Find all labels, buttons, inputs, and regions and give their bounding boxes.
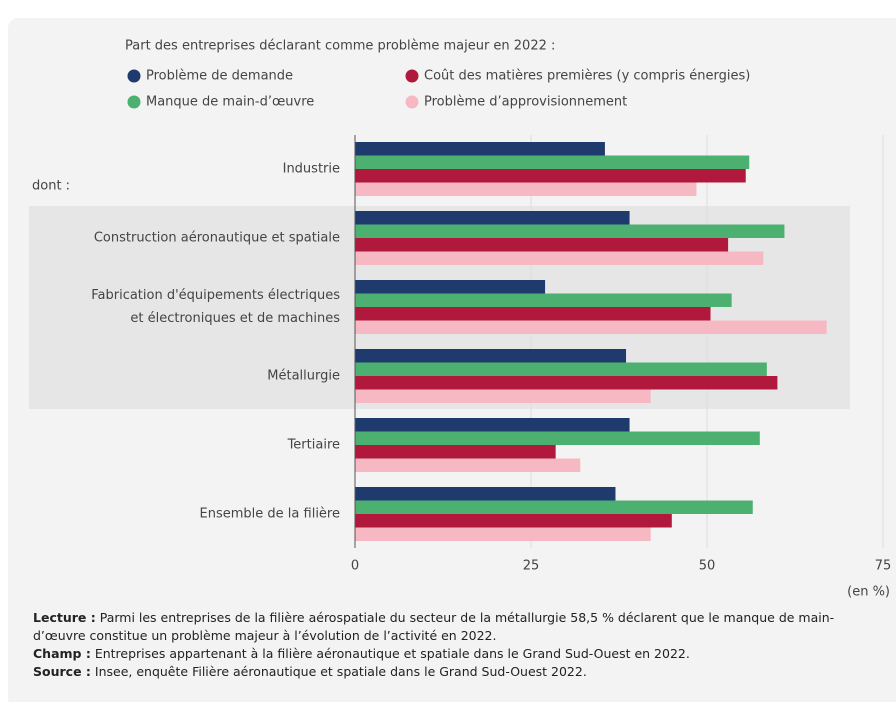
unit-label: (en %)	[847, 585, 890, 600]
bar	[355, 527, 651, 541]
bar	[355, 307, 711, 321]
bar	[355, 280, 546, 294]
bar	[355, 431, 760, 445]
bar	[355, 487, 616, 501]
bar	[355, 224, 785, 238]
legend-swatch	[127, 69, 141, 83]
bar	[355, 238, 729, 252]
bar	[355, 418, 630, 432]
bar	[355, 514, 672, 528]
group-label: dont :	[32, 179, 70, 194]
category-label: Métallurgie	[267, 368, 340, 384]
category-label: Industrie	[282, 161, 340, 177]
note: Source : Insee, enquête Filière aéronaut…	[33, 663, 873, 681]
notes: Lecture : Parmi les entreprises de la fi…	[33, 609, 873, 681]
category-label: Ensemble de la filière	[199, 506, 340, 522]
legend-swatch	[405, 95, 419, 109]
bar	[355, 320, 827, 334]
bar	[355, 142, 605, 156]
x-tick-label: 50	[699, 559, 716, 574]
bar	[355, 376, 778, 390]
category-label: Fabrication d'équipements électriques et…	[91, 288, 340, 326]
legend-swatch	[405, 69, 419, 83]
bar	[355, 251, 764, 265]
legend-label: Problème de demande	[146, 69, 293, 84]
note-label: Source :	[33, 664, 91, 679]
x-tick-label: 25	[523, 559, 540, 574]
category-label: Construction aéronautique et spatiale	[93, 230, 340, 246]
bar	[355, 293, 732, 307]
legend-label: Manque de main-d’œuvre	[146, 95, 314, 110]
x-tick-label: 75	[875, 559, 892, 574]
note: Lecture : Parmi les entreprises de la fi…	[33, 609, 873, 645]
bar	[355, 389, 651, 403]
bar	[355, 362, 767, 376]
bar	[355, 349, 627, 363]
x-tick-label: 0	[351, 559, 359, 574]
bar	[355, 169, 746, 183]
subtitle: Part des entreprises déclarant comme pro…	[125, 39, 555, 54]
note-text: Parmi les entreprises de la filière aéro…	[33, 610, 835, 643]
bar	[355, 500, 753, 514]
note-text: Insee, enquête Filière aéronautique et s…	[94, 664, 587, 679]
legend-swatch	[127, 95, 141, 109]
bar	[355, 155, 750, 169]
category-label: Tertiaire	[287, 437, 340, 453]
bar	[355, 182, 697, 196]
note-label: Champ :	[33, 646, 91, 661]
bar	[355, 445, 556, 459]
note-text: Entreprises appartenant à la filière aér…	[94, 646, 690, 661]
note-label: Lecture :	[33, 610, 96, 625]
note: Champ : Entreprises appartenant à la fil…	[33, 645, 873, 663]
bar	[355, 211, 630, 225]
bar	[355, 458, 581, 472]
legend-label: Coût des matières premières (y compris é…	[424, 69, 750, 84]
legend-label: Problème d’approvisionnement	[424, 95, 627, 110]
